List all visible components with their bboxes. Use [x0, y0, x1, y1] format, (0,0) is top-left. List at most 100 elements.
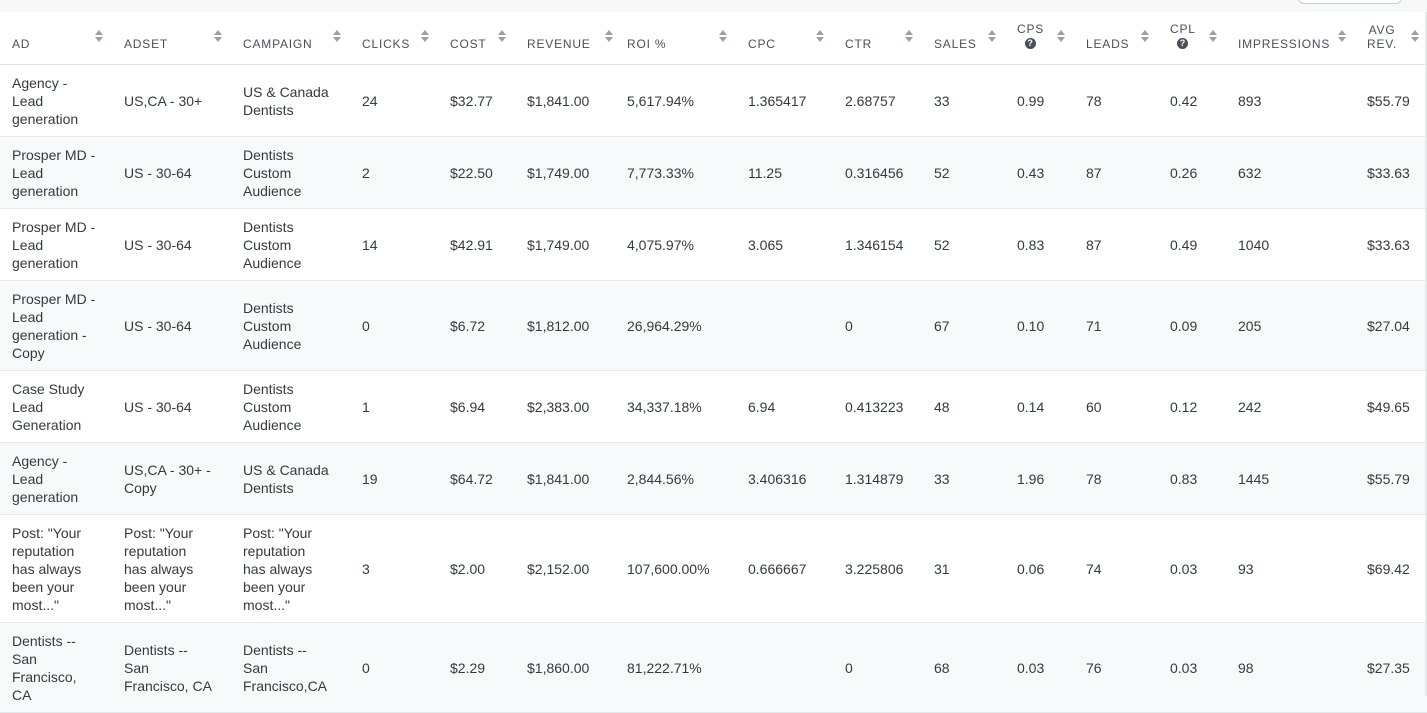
- cell-value: 0.666667: [748, 560, 807, 577]
- cell-clicks: 1: [362, 371, 432, 442]
- cell-impressions: 1445: [1238, 443, 1358, 514]
- column-header-roi[interactable]: ROI %: [627, 12, 737, 64]
- column-header-avg_rev[interactable]: AVG REV.: [1367, 12, 1427, 64]
- column-header-ad[interactable]: AD: [12, 12, 112, 64]
- column-header-cpl[interactable]: CPL?: [1170, 12, 1230, 64]
- cell-campaign: Post: "Your reputation has always been your…: [243, 515, 353, 622]
- cell-campaign: US & Canada Dentists: [243, 65, 353, 136]
- column-header-impressions[interactable]: IMPRESSIONS: [1238, 12, 1358, 64]
- cell-value: 1445: [1238, 470, 1270, 487]
- column-header-label: REVENUE: [527, 37, 591, 51]
- cell-value: $1,749.00: [527, 236, 590, 253]
- sort-icon[interactable]: [95, 30, 103, 44]
- cell-cps: 0.14: [1017, 371, 1077, 442]
- sort-icon[interactable]: [333, 30, 341, 44]
- cell-cost: $6.94: [450, 371, 510, 442]
- cell-value: 33: [934, 470, 950, 487]
- column-header-ctr[interactable]: CTR: [845, 12, 925, 64]
- table-row[interactable]: Dentists -- San Francisco, CA Dentists -- San…: [0, 623, 1427, 713]
- cell-value: US & Canada Dentists: [243, 461, 329, 496]
- cell-ctr: 0.413223: [845, 371, 925, 442]
- cell-adset: US,CA - 30+: [124, 65, 234, 136]
- column-header-label: AVG REV.: [1367, 23, 1398, 51]
- cell-impressions: 893: [1238, 65, 1358, 136]
- sort-icon[interactable]: [988, 30, 996, 44]
- scroll-edge: [1425, 12, 1427, 696]
- cell-roi: 26,964.29%: [627, 281, 737, 370]
- cell-value: Dentists Custom Audience: [243, 146, 302, 199]
- cell-value: 632: [1238, 164, 1262, 181]
- sort-icon[interactable]: [605, 30, 613, 44]
- cell-value: 0.99: [1017, 92, 1045, 109]
- cell-value: 2.68757: [845, 92, 896, 109]
- column-header-revenue[interactable]: REVENUE: [527, 12, 617, 64]
- cell-sales: 33: [934, 443, 1004, 514]
- cell-leads: 74: [1086, 515, 1156, 622]
- cell-value: 11.25: [748, 164, 782, 181]
- table-row[interactable]: Agency - Lead generation US,CA - 30+ US & Ca…: [0, 65, 1427, 137]
- sort-icon[interactable]: [498, 30, 506, 44]
- cell-cpc: 11.25: [748, 137, 838, 208]
- cell-roi: 2,844.56%: [627, 443, 737, 514]
- help-icon[interactable]: ?: [1025, 38, 1037, 50]
- help-icon[interactable]: ?: [1177, 38, 1189, 50]
- column-header-label: SALES: [934, 37, 977, 51]
- sort-icon[interactable]: [1141, 30, 1149, 44]
- table-header: AD ADSET CAMPAIGN CLICKS COST REVENUE ROI % CPC…: [0, 12, 1427, 65]
- table-row[interactable]: Post: "Your reputation has always been your…: [0, 515, 1427, 623]
- cell-ad: Dentists -- San Francisco, CA: [12, 623, 112, 712]
- sort-icon[interactable]: [719, 30, 727, 44]
- cell-ctr: 1.346154: [845, 209, 925, 280]
- cell-value: US - 30-64: [124, 164, 192, 181]
- cell-cpc: 3.065: [748, 209, 838, 280]
- sort-icon[interactable]: [1338, 30, 1346, 44]
- table-row[interactable]: Prosper MD - Lead generation - Copy US - 30-…: [0, 281, 1427, 371]
- cell-value: 6.94: [748, 398, 776, 415]
- column-header-campaign[interactable]: CAMPAIGN: [243, 12, 353, 64]
- sort-icon[interactable]: [214, 30, 222, 44]
- column-header-cpc[interactable]: CPC: [748, 12, 838, 64]
- cell-value: US,CA - 30+: [124, 92, 203, 109]
- column-header-leads[interactable]: LEADS: [1086, 12, 1156, 64]
- cell-value: $49.65: [1367, 398, 1410, 415]
- sort-icon[interactable]: [421, 30, 429, 44]
- table-row[interactable]: Case Study Lead Generation US - 30-64 Dentis…: [0, 371, 1427, 443]
- cell-sales: 33: [934, 65, 1004, 136]
- table-row[interactable]: Prosper MD - Lead generation US - 30-64 Dent…: [0, 137, 1427, 209]
- cell-ad: Prosper MD - Lead generation: [12, 209, 112, 280]
- table-body: Agency - Lead generation US,CA - 30+ US & Ca…: [0, 65, 1427, 713]
- column-header-sales[interactable]: SALES: [934, 12, 1004, 64]
- column-header-adset[interactable]: ADSET: [124, 12, 234, 64]
- sort-icon[interactable]: [1209, 30, 1217, 44]
- cell-value: 0: [845, 317, 853, 334]
- sort-icon[interactable]: [816, 30, 824, 44]
- sort-icon[interactable]: [1411, 30, 1419, 44]
- sort-icon[interactable]: [1057, 30, 1065, 44]
- cell-clicks: 19: [362, 443, 432, 514]
- column-header-cps[interactable]: CPS?: [1017, 12, 1077, 64]
- cell-value: $2,152.00: [527, 560, 590, 577]
- cell-value: 87: [1086, 164, 1102, 181]
- cell-value: Prosper MD - Lead generation - Copy: [12, 290, 96, 361]
- cell-value: 87: [1086, 236, 1102, 253]
- ads-table: AD ADSET CAMPAIGN CLICKS COST REVENUE ROI % CPC…: [0, 12, 1427, 713]
- cell-value: 1040: [1238, 236, 1270, 253]
- toolbar-button[interactable]: [1298, 0, 1402, 4]
- cell-value: Prosper MD - Lead generation: [12, 218, 96, 271]
- cell-value: 76: [1086, 659, 1102, 676]
- cell-campaign: Dentists -- San Francisco,CA: [243, 623, 353, 712]
- cell-cost: $2.29: [450, 623, 510, 712]
- column-header-clicks[interactable]: CLICKS: [362, 12, 432, 64]
- cell-value: $1,860.00: [527, 659, 590, 676]
- cell-value: 0.14: [1017, 398, 1045, 415]
- table-row[interactable]: Agency - Lead generation US,CA - 30+ - Copy U…: [0, 443, 1427, 515]
- sort-icon[interactable]: [905, 30, 913, 44]
- table-row[interactable]: Prosper MD - Lead generation US - 30-64 Dent…: [0, 209, 1427, 281]
- cell-cpl: 0.26: [1170, 137, 1230, 208]
- column-header-cost[interactable]: COST: [450, 12, 510, 64]
- column-header-label: CAMPAIGN: [243, 37, 313, 51]
- cell-clicks: 24: [362, 65, 432, 136]
- column-header-label: AD: [12, 37, 31, 51]
- cell-revenue: $1,812.00: [527, 281, 617, 370]
